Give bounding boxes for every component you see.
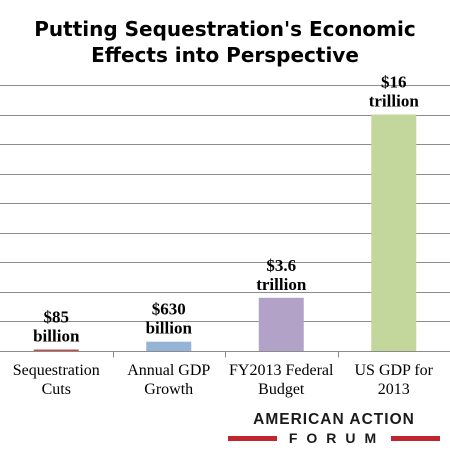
category-label-line: Growth [144,381,193,398]
category-label: Annual GDP Growth [127,362,210,398]
chart-title-line-1: Putting Sequestration's Economic [34,17,416,41]
category-label-line: Sequestration [13,362,100,379]
category-tick-labels: Sequestration Cuts Annual GDP Growth FY2013 … [13,362,434,398]
data-label-line: $3.6 [266,256,296,275]
data-label-line: trillion [369,92,420,111]
logo-rule: FORUM [228,430,441,446]
chart-title: Putting Sequestration's Economic Effects… [0,16,450,68]
bar [258,297,304,351]
bar [371,114,417,351]
data-label: $85 billion [33,308,80,346]
data-labels: $85 billion$630 billion$3.6 trillion$16 tril… [33,73,419,346]
axes [0,351,450,358]
logo-top-text: AMERICAN ACTION [253,411,415,428]
category-label-line: FY2013 Federal [229,362,334,379]
data-label-line: billion [33,327,80,346]
category-label-line: 2013 [378,381,410,398]
category-label-line: US GDP for [354,362,433,379]
data-label-line: billion [146,319,193,338]
logo-rule-left [228,435,277,441]
category-label: FY2013 Federal Budget [229,362,334,398]
data-label-line: $85 [44,308,70,327]
data-label: $3.6 trillion [256,256,307,294]
american-action-forum-logo: AMERICAN ACTION FORUM [228,411,441,446]
data-label-line: $16 [381,73,407,92]
category-label: US GDP for 2013 [354,362,433,398]
chart-title-line-2: Effects into Perspective [91,43,359,67]
data-label-line: $630 [152,300,186,319]
bars [33,114,417,351]
category-label-line: Budget [258,381,305,398]
category-label-line: Annual GDP [127,362,210,379]
category-label: Sequestration Cuts [13,362,100,398]
bar [33,349,79,351]
data-label: $16 trillion [369,73,420,111]
data-label-line: trillion [256,275,307,294]
category-label-line: Cuts [42,381,71,398]
logo-rule-right [391,435,441,441]
data-label: $630 billion [146,300,193,338]
bar [146,341,192,351]
logo-bottom-text: FORUM [288,430,386,446]
